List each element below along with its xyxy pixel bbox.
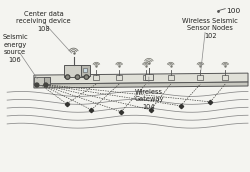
FancyBboxPatch shape — [145, 74, 153, 80]
Circle shape — [44, 83, 48, 87]
Polygon shape — [34, 82, 248, 88]
Circle shape — [76, 76, 78, 78]
Circle shape — [84, 75, 88, 79]
Circle shape — [35, 83, 39, 87]
FancyBboxPatch shape — [198, 75, 203, 80]
FancyBboxPatch shape — [82, 65, 90, 76]
FancyBboxPatch shape — [222, 75, 228, 80]
Text: Wireless
Gateway
104: Wireless Gateway 104 — [134, 89, 164, 110]
FancyBboxPatch shape — [44, 77, 50, 84]
Circle shape — [66, 75, 70, 79]
Circle shape — [66, 76, 68, 78]
FancyBboxPatch shape — [64, 65, 90, 77]
FancyBboxPatch shape — [34, 77, 50, 85]
Text: Center data
receiving device
108: Center data receiving device 108 — [16, 11, 71, 32]
Text: 100: 100 — [226, 8, 240, 14]
Polygon shape — [34, 73, 248, 84]
FancyBboxPatch shape — [116, 75, 122, 80]
Circle shape — [86, 76, 87, 78]
FancyBboxPatch shape — [84, 68, 87, 72]
Text: Seismic
energy
source
106: Seismic energy source 106 — [2, 34, 28, 63]
Circle shape — [75, 75, 80, 79]
FancyBboxPatch shape — [168, 75, 174, 80]
Text: Wireless Seismic
Sensor Nodes
102: Wireless Seismic Sensor Nodes 102 — [182, 18, 238, 39]
FancyBboxPatch shape — [143, 75, 149, 80]
FancyBboxPatch shape — [94, 75, 99, 80]
